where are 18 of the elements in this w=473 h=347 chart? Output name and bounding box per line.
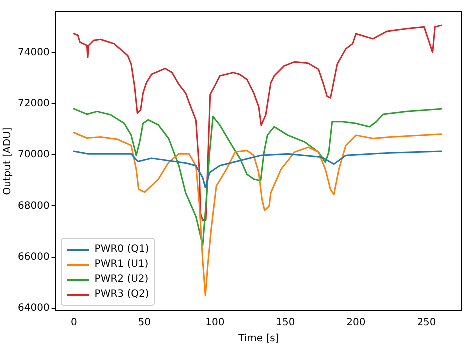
- x-tick-label: 150: [276, 318, 296, 329]
- legend-label: PWR2 (U2): [94, 274, 149, 285]
- legend-label: PWR0 (Q1): [94, 244, 150, 255]
- y-axis-title: Output [ADU]: [2, 128, 14, 196]
- x-tick-label: 0: [70, 318, 78, 329]
- y-tick-label: 70000: [18, 150, 50, 161]
- y-tick-label: 68000: [18, 200, 50, 212]
- y-tick-label: 66000: [18, 252, 50, 263]
- x-tick-label: 250: [417, 318, 436, 329]
- x-axis-title: Time [s]: [238, 334, 280, 345]
- x-tick-label: 100: [206, 318, 225, 329]
- y-tick-label: 64000: [18, 303, 50, 314]
- legend-label: PWR3 (Q2): [94, 289, 150, 300]
- x-tick-label: 200: [346, 318, 366, 329]
- y-tick-label: 74000: [18, 47, 50, 58]
- y-tick-label: 72000: [18, 98, 50, 110]
- legend-label: PWR1 (U1): [94, 259, 149, 270]
- x-tick-label: 50: [138, 318, 152, 329]
